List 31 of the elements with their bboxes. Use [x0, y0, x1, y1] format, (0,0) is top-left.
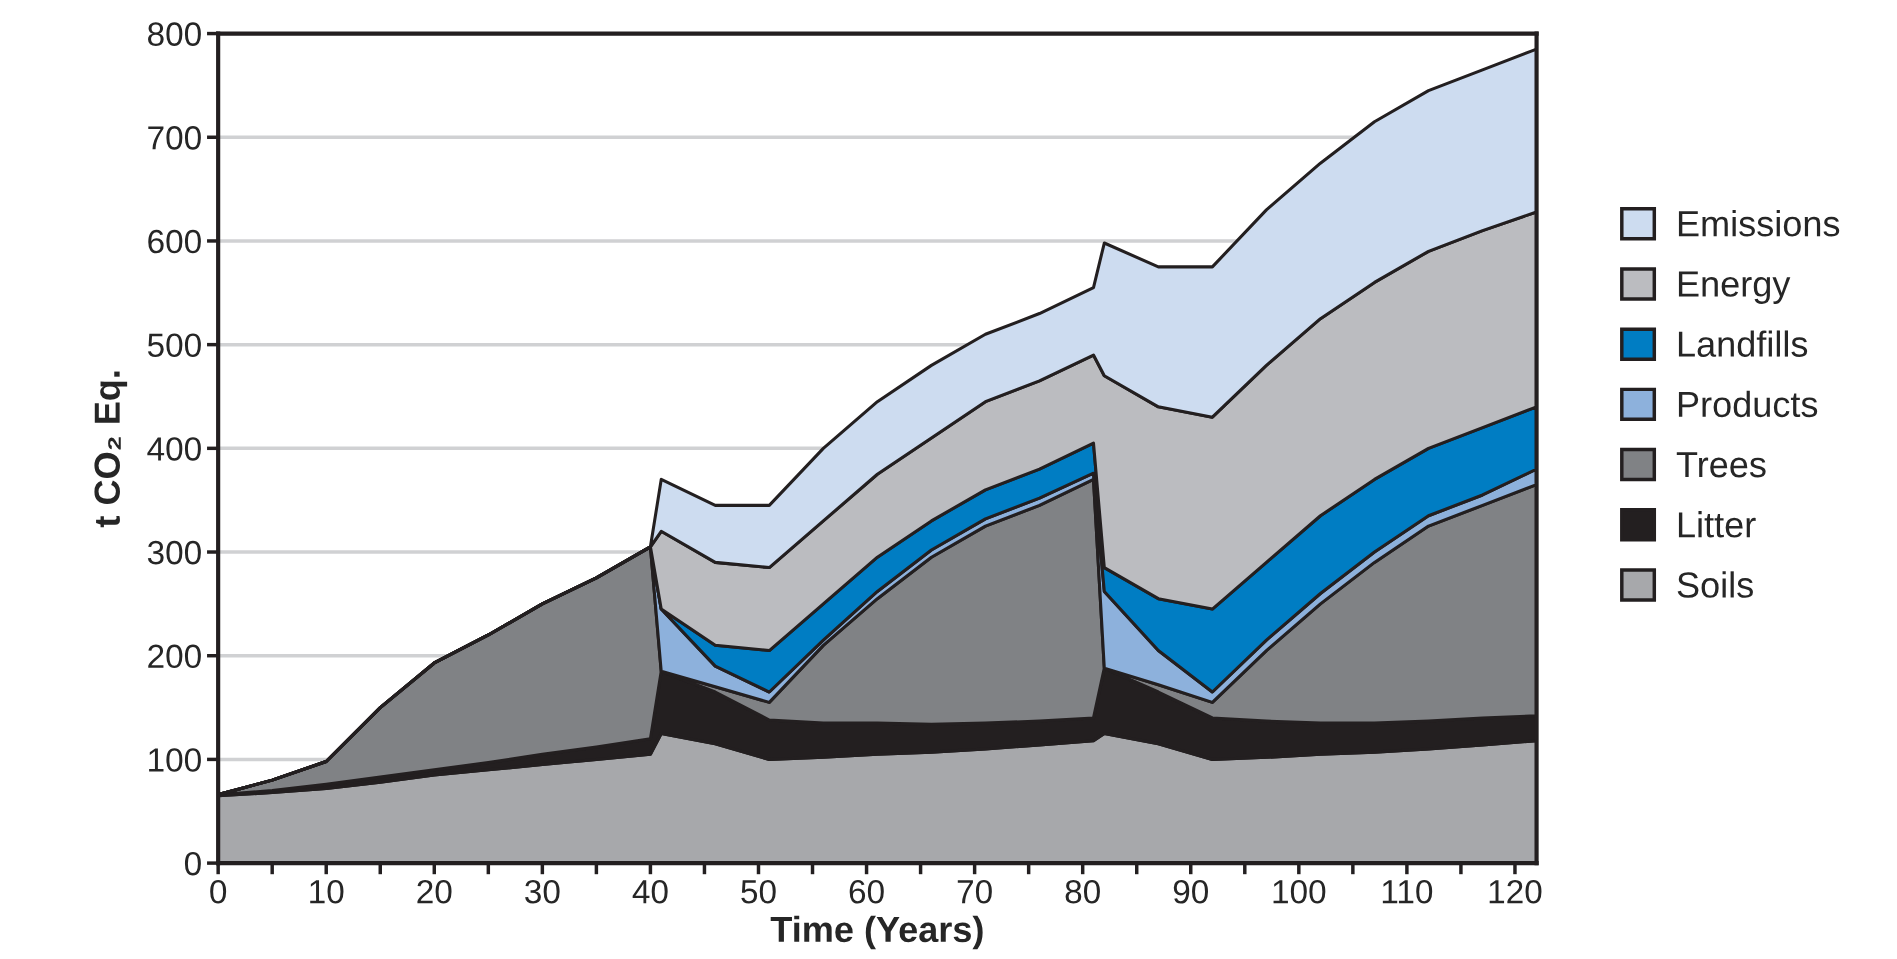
x-tick-label: 110: [1382, 879, 1433, 904]
x-tick-label: 50: [741, 879, 776, 904]
x-tick-label: 40: [632, 879, 668, 904]
x-tick-label: 0: [210, 879, 227, 904]
y-tick-label: 400: [147, 437, 201, 461]
y-tick-label: 600: [148, 229, 201, 254]
x-tick-label: 100: [1273, 879, 1326, 904]
legend-label: Litter: [1678, 511, 1756, 538]
y-tick-label: 0: [184, 851, 201, 876]
y-tick-label: 200: [148, 644, 201, 669]
x-tick-label: 30: [525, 879, 560, 904]
y-tick-label: 300: [147, 540, 201, 565]
y-tick-label: 500: [147, 333, 201, 358]
x-tick-label: 80: [1065, 879, 1100, 904]
legend-label: Trees: [1676, 452, 1766, 478]
y-tick-label: 800: [148, 22, 201, 46]
x-tick-label: 60: [849, 879, 884, 904]
legend-label: Products: [1678, 390, 1818, 418]
x-tick-label: 90: [1173, 879, 1208, 904]
y-tick-label: 700: [148, 126, 201, 150]
y-tick-label: 100: [149, 748, 201, 772]
y-axis-title: t CO₂ Eq.: [94, 371, 128, 528]
legend-label: Soils: [1677, 571, 1753, 598]
x-tick-label: 10: [310, 879, 344, 904]
x-tick-label: 70: [957, 879, 992, 904]
legend-label: Landfills: [1678, 330, 1808, 357]
x-tick-label: 20: [417, 879, 452, 904]
legend-label: Emissions: [1678, 210, 1840, 237]
x-axis-title: Time (Years): [770, 915, 983, 950]
x-tick-label: 120: [1489, 879, 1542, 904]
legend-label: Energy: [1678, 271, 1791, 304]
